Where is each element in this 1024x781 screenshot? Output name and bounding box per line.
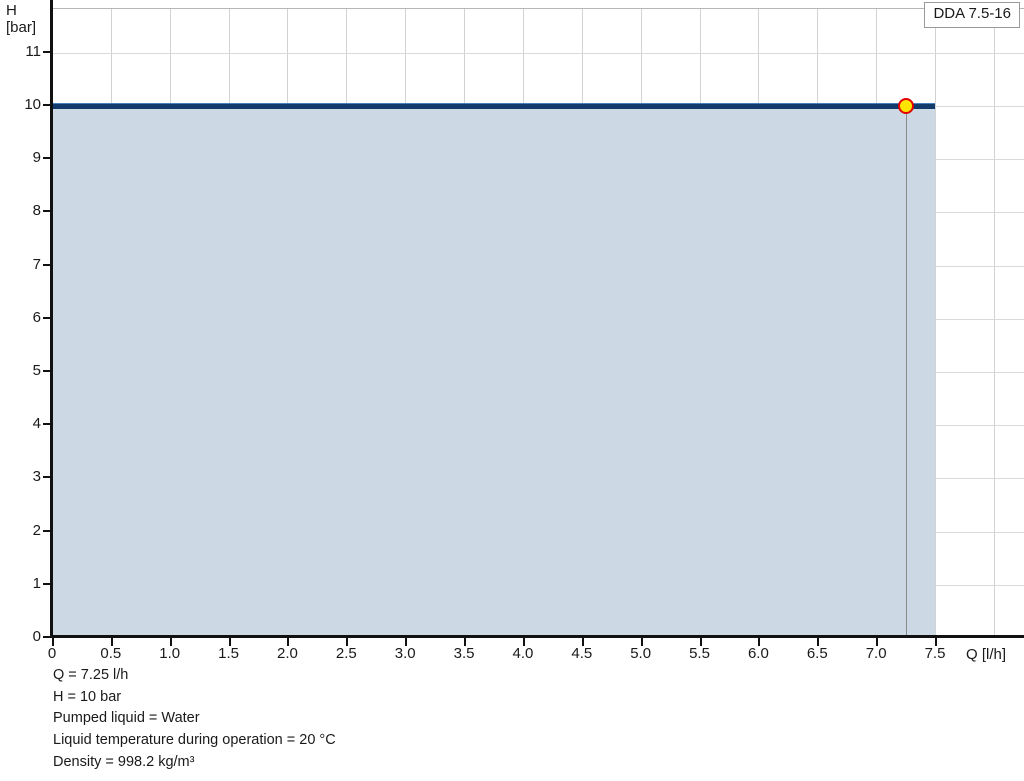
x-axis-title: Q [l/h] xyxy=(966,646,1007,663)
x-tick-label: 5.5 xyxy=(689,645,710,662)
y-tick-label-wrap: 7 xyxy=(0,257,41,272)
y-axis-title-unit: [bar] xyxy=(6,19,37,36)
x-tick-mark xyxy=(228,638,231,646)
legend-label: DDA 7.5-16 xyxy=(933,5,1011,22)
x-tick-label: 1.5 xyxy=(218,645,240,662)
x-tick-mark xyxy=(876,638,879,646)
y-tick-label: 0 xyxy=(32,628,41,645)
x-tick-mark xyxy=(287,638,290,646)
duty-point-vertical-line xyxy=(905,106,907,638)
y-tick-mark xyxy=(43,636,52,638)
y-tick-label: 7 xyxy=(32,255,41,273)
x-tick-mark xyxy=(935,638,937,646)
x-tick-label: 7.5 xyxy=(924,645,946,662)
y-tick-mark xyxy=(43,423,52,426)
curve-fill-area xyxy=(52,106,935,638)
y-tick-label-wrap: 9 xyxy=(0,150,41,165)
y-tick-label: 1 xyxy=(32,574,41,592)
x-tick-mark xyxy=(52,638,54,646)
caption-line-liquid: Pumped liquid = Water xyxy=(53,710,200,727)
x-tick-label: 6.0 xyxy=(747,645,769,662)
x-tick-mark xyxy=(110,638,113,646)
y-tick-label-wrap: 11 xyxy=(0,44,41,59)
y-tick-mark xyxy=(43,370,52,372)
x-tick-mark xyxy=(405,638,408,646)
y-tick-label: 8 xyxy=(32,202,41,220)
x-tick-mark xyxy=(699,638,702,646)
x-tick-label: 0 xyxy=(47,645,57,662)
x-tick-label: 4.5 xyxy=(571,645,593,662)
legend-box: DDA 7.5-16 xyxy=(924,2,1020,28)
caption-line-temperature: Liquid temperature during operation = 20… xyxy=(53,732,336,749)
y-tick-label-wrap: 3 xyxy=(0,469,41,484)
y-tick-label: 9 xyxy=(32,149,41,167)
x-tick-mark xyxy=(346,638,349,646)
y-tick-mark xyxy=(43,50,52,53)
plot-area xyxy=(52,8,1024,638)
x-tick-mark xyxy=(640,638,643,646)
y-tick-label: 4 xyxy=(32,415,41,433)
x-tick-label: 7.0 xyxy=(865,645,887,662)
y-tick-label-wrap: 0 xyxy=(0,629,41,644)
x-tick-label: 0.5 xyxy=(100,645,122,662)
y-tick-mark xyxy=(43,582,52,585)
y-axis-title: H [bar] xyxy=(6,2,36,36)
y-tick-label-wrap: 6 xyxy=(0,310,41,325)
operating-conditions-caption: Q = 7.25 l/h H = 10 bar Pumped liquid = … xyxy=(53,665,336,774)
x-tick-label: 2.5 xyxy=(335,645,357,662)
y-tick-label: 3 xyxy=(32,468,41,486)
x-tick-label: 3.5 xyxy=(453,645,475,662)
y-tick-label: 2 xyxy=(32,521,41,539)
x-tick-mark xyxy=(758,638,761,646)
y-tick-mark xyxy=(43,476,52,479)
caption-line-head: H = 10 bar xyxy=(53,688,122,705)
y-tick-mark xyxy=(43,316,52,319)
y-tick-mark xyxy=(43,104,52,106)
y-tick-label-wrap: 5 xyxy=(0,363,41,378)
x-tick-label: 2.0 xyxy=(277,645,298,662)
gridline-horizontal xyxy=(52,52,1024,54)
x-tick-mark xyxy=(522,638,525,646)
duty-point-marker[interactable] xyxy=(897,98,914,114)
x-axis-line xyxy=(50,635,1024,638)
performance-curve xyxy=(52,104,935,109)
x-tick-mark xyxy=(464,638,467,646)
x-tick-label: 3.0 xyxy=(394,645,416,662)
y-tick-mark xyxy=(43,529,52,532)
y-tick-label-wrap: 10 xyxy=(0,97,41,112)
y-tick-label: 6 xyxy=(32,308,41,326)
y-tick-mark xyxy=(43,263,52,266)
x-tick-label: 4.0 xyxy=(512,645,534,662)
y-tick-mark xyxy=(43,157,52,160)
gridline-vertical xyxy=(993,9,995,638)
caption-line-flow: Q = 7.25 l/h xyxy=(53,667,129,683)
y-tick-label-wrap: 2 xyxy=(0,523,41,538)
y-tick-label-wrap: 8 xyxy=(0,203,41,218)
y-tick-mark xyxy=(43,210,52,213)
y-tick-label: 10 xyxy=(24,96,41,113)
y-tick-label-wrap: 1 xyxy=(0,576,41,591)
x-tick-mark xyxy=(817,638,820,646)
x-tick-mark xyxy=(581,638,584,646)
gridline-vertical xyxy=(935,9,936,638)
x-tick-label: 5.0 xyxy=(630,645,652,662)
y-axis-title-symbol: H xyxy=(6,2,17,19)
y-tick-label: 11 xyxy=(25,42,41,60)
y-axis-line xyxy=(50,0,53,638)
y-tick-label-wrap: 4 xyxy=(0,416,41,431)
caption-line-density: Density = 998.2 kg/m³ xyxy=(53,753,195,770)
x-tick-label: 1.0 xyxy=(159,645,181,662)
x-tick-label: 6.5 xyxy=(806,645,828,662)
x-tick-mark xyxy=(169,638,172,646)
y-tick-label: 5 xyxy=(32,362,41,379)
curve-highlight xyxy=(52,103,935,104)
